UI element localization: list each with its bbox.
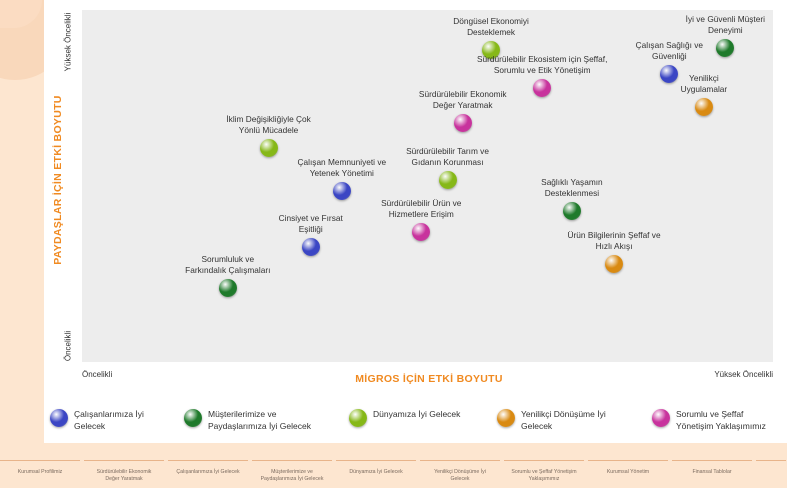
legend-marker [349, 409, 367, 427]
data-point-label: Sürdürülebilir Ekosistem için Şeffaf, So… [477, 54, 608, 76]
legend-label: Sorumlu ve Şeffaf Yönetişim Yaklaşımımız [676, 409, 766, 431]
footer-tab[interactable] [756, 460, 786, 488]
data-point-label: Sürdürülebilir Ekonomik Değer Yaratmak [418, 88, 507, 110]
data-point [562, 201, 581, 220]
footer-nav: Kurumsal Profilimiz Sürdürülebilir Ekonom… [0, 460, 787, 488]
legend-item: Yenilikçi Dönüşüme İyi Gelecek [497, 408, 606, 432]
x-axis-title: MİGROS İÇİN ETKİ BOYUTU [355, 373, 503, 385]
legend-item: Müşterilerimize ve Paydaşlarımıza İyi Ge… [184, 408, 311, 432]
data-point-label: Sürdürülebilir Ürün ve Hizmetlere Erişim [381, 198, 462, 220]
data-point-label: Döngüsel Ekonomiyi Desteklemek [453, 16, 529, 38]
data-point [332, 181, 351, 200]
data-point [453, 113, 472, 132]
legend-marker [497, 409, 515, 427]
footer-tab[interactable]: Kurumsal Yönetim [588, 460, 668, 488]
legend-marker [184, 409, 202, 427]
plot-area [82, 10, 773, 362]
data-point [259, 138, 278, 157]
legend-item: Çalışanlarımıza İyi Gelecek [50, 408, 144, 432]
data-point [218, 279, 237, 298]
data-point [438, 171, 457, 190]
data-point-label: Sürdürülebilir Tarım ve Gıdanın Korunmas… [406, 146, 489, 168]
footer-tab[interactable]: Sorumlu ve Şeffaf Yönetişim Yaklaşımımız [504, 460, 584, 488]
legend-marker [50, 409, 68, 427]
footer-tab[interactable]: Yenilikçi Dönüşüme İyi Gelecek [420, 460, 500, 488]
legend-label: Dünyamıza İyi Gelecek [373, 409, 461, 419]
legend-item: Sorumlu ve Şeffaf Yönetişim Yaklaşımımız [652, 408, 766, 432]
data-point-label: Çalışan Sağlığı ve Güvenliği [635, 40, 704, 62]
footer-tab[interactable]: Çalışanlarımıza İyi Gelecek [168, 460, 248, 488]
data-point [694, 98, 713, 117]
footer-tab[interactable]: Kurumsal Profilimiz [0, 460, 80, 488]
data-point-label: İklim Değişikliğiyle Çok Yönlü Mücadele [226, 113, 311, 135]
data-point [716, 39, 735, 58]
y-tick-low: Öncelikli [63, 330, 73, 362]
data-point [605, 255, 624, 274]
legend-label: Müşterilerimize ve Paydaşlarımıza İyi Ge… [208, 409, 311, 431]
data-point-label: Ürün Bilgilerinin Şeffaf ve Hızlı Akışı [567, 230, 661, 252]
footer-tab[interactable]: Müşterilerimize ve Paydaşlarımıza İyi Ge… [252, 460, 332, 488]
y-tick-high: Yüksek Öncelikli [63, 12, 73, 72]
data-point-label: Sorumluluk ve Farkındalık Çalışmaları [185, 254, 271, 276]
footer-tab[interactable]: Finansal Tablolar [672, 460, 752, 488]
data-point-label: İyi ve Güvenli Müşteri Deneyimi [685, 14, 765, 36]
y-axis-title: PAYDAŞLAR İÇİN ETKİ BOYUTU [52, 95, 64, 265]
data-point-label: Çalışan Memnuniyeti ve Yetenek Yönetimi [297, 156, 387, 178]
legend-label: Yenilikçi Dönüşüme İyi Gelecek [521, 409, 606, 431]
data-point [533, 79, 552, 98]
legend-marker [652, 409, 670, 427]
legend-label: Çalışanlarımıza İyi Gelecek [74, 409, 144, 431]
footer-tab[interactable]: Sürdürülebilir Ekonomik Değer Yaratmak [84, 460, 164, 488]
x-tick-high: Yüksek Öncelikli [714, 370, 773, 379]
data-point [412, 223, 431, 242]
data-point-label: Sağlıklı Yaşamın Desteklenmesi [541, 176, 603, 198]
data-point [660, 65, 679, 84]
data-point [482, 41, 501, 60]
data-point-label: Cinsiyet ve Fırsat Eşitliği [278, 212, 343, 234]
data-point-label: Yenilikçi Uygulamalar [680, 73, 728, 95]
data-point [301, 237, 320, 256]
footer-tab[interactable]: Dünyamıza İyi Gelecek [336, 460, 416, 488]
legend-item: Dünyamıza İyi Gelecek [349, 408, 460, 427]
x-tick-low: Öncelikli [82, 370, 113, 379]
